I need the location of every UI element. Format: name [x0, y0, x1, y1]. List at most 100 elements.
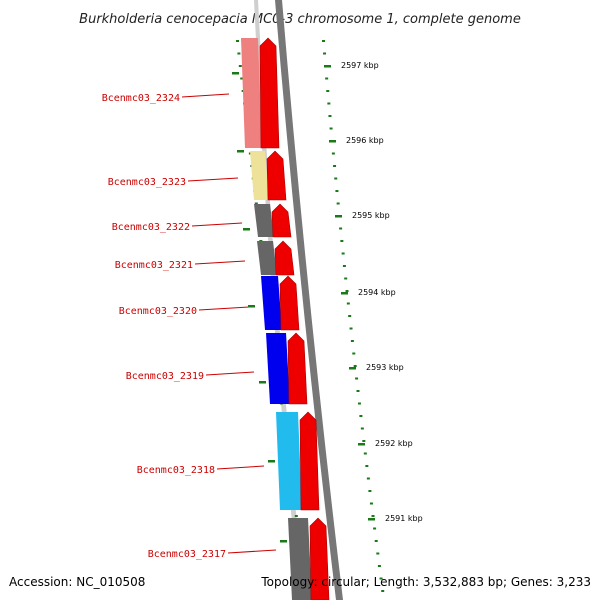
right-tick-dot: [363, 452, 367, 455]
left-tick-dot: [294, 515, 298, 517]
gene-leader-line: [191, 222, 243, 227]
right-tick-dot: [352, 352, 356, 355]
right-tick-dot: [374, 540, 378, 542]
left-tick-dot: [240, 77, 244, 80]
right-tick-dot: [348, 315, 352, 317]
gene-box-bcenmc03_2319: [266, 333, 290, 404]
gene-leader-line: [181, 93, 230, 98]
right-tick-dot: [329, 127, 333, 130]
major-tick: [335, 215, 342, 218]
left-tick-dot: [254, 202, 258, 205]
kbp-label: 2593 kbp: [366, 363, 404, 372]
right-tick-dot: [376, 552, 380, 555]
right-tick-dot: [365, 465, 369, 467]
gene-leader-line: [216, 465, 265, 470]
gene-label-bcenmc03_2318[interactable]: Bcenmc03_2318: [137, 465, 215, 476]
kbp-label: 2595 kbp: [352, 211, 390, 220]
gene-label-bcenmc03_2324[interactable]: Bcenmc03_2324: [102, 93, 180, 104]
major-tick: [358, 443, 365, 446]
major-tick: [280, 540, 287, 543]
right-tick-dot: [322, 40, 325, 42]
gene-arrow-bcenmc03_2318: [299, 411, 320, 511]
gene-arrow-bcenmc03_2319: [287, 332, 308, 405]
left-tick-dot: [236, 40, 239, 42]
right-tick-dot: [342, 265, 346, 267]
right-tick-dot: [334, 177, 338, 180]
kbp-label: 2597 kbp: [341, 61, 379, 70]
right-tick-dot: [331, 152, 335, 155]
right-tick-dot: [349, 327, 353, 330]
right-tick-dot: [336, 202, 340, 205]
gene-arrow-bcenmc03_2321: [274, 240, 295, 276]
gene-box-bcenmc03_2320: [261, 276, 282, 330]
chromosome-backbone: [254, 0, 343, 600]
gene-box-bcenmc03_2317: [288, 518, 312, 600]
gene-arrow-bcenmc03_2323: [266, 150, 287, 201]
gene-leader-line: [205, 371, 255, 376]
gene-label-bcenmc03_2320[interactable]: Bcenmc03_2320: [119, 306, 197, 317]
gene-arrow-bcenmc03_2320: [279, 275, 300, 331]
kbp-label: 2594 kbp: [358, 288, 396, 297]
kbp-label: 2592 kbp: [375, 439, 413, 448]
backbone-outer: [275, 0, 343, 600]
accession-text: Accession: NC_010508: [9, 575, 145, 589]
right-tick-dot: [362, 440, 366, 442]
major-tick: [324, 65, 331, 68]
gene-label-bcenmc03_2321[interactable]: Bcenmc03_2321: [115, 260, 193, 271]
right-tick-dot: [353, 365, 357, 367]
right-tick-dot: [346, 302, 350, 305]
major-tick: [341, 292, 348, 295]
gene-label-bcenmc03_2319[interactable]: Bcenmc03_2319: [126, 371, 204, 382]
gene-box-bcenmc03_2324: [241, 38, 262, 148]
right-tick-dot: [371, 515, 375, 517]
gene-track: Bcenmc03_2324 Bcenmc03_2323 Bcenmc03_2322 B…: [102, 37, 330, 600]
major-tick: [243, 228, 250, 231]
right-tick-dot: [340, 240, 344, 242]
right-tick-dot: [379, 577, 383, 580]
major-tick: [259, 381, 266, 384]
gene-arrow-bcenmc03_2324: [259, 37, 280, 149]
right-tick-dot: [344, 277, 348, 280]
major-tick: [248, 305, 255, 308]
gene-label-bcenmc03_2323[interactable]: Bcenmc03_2323: [108, 177, 186, 188]
right-tick-dot: [366, 477, 370, 480]
right-tick-dot: [323, 52, 327, 55]
gene-box-bcenmc03_2318: [276, 412, 302, 510]
kbp-label: 2591 kbp: [385, 514, 423, 523]
gene-box-bcenmc03_2322: [254, 204, 274, 237]
gene-box-bcenmc03_2321: [257, 241, 277, 275]
map-title: Burkholderia cenocepacia MC0-3 chromosom…: [79, 12, 521, 27]
major-tick: [268, 460, 275, 463]
topology-text: Topology: circular; Length: 3,532,883 bp…: [260, 575, 591, 589]
major-tick: [368, 518, 375, 521]
right-tick-dot: [368, 490, 372, 492]
right-tick-dot: [325, 77, 329, 80]
right-tick-dot: [326, 90, 330, 92]
right-tick-dot: [356, 390, 360, 392]
gene-arrow-bcenmc03_2317: [309, 517, 330, 600]
gene-arrow-bcenmc03_2322: [271, 203, 292, 238]
gene-box-bcenmc03_2323: [250, 151, 269, 200]
backbone-inner: [254, 0, 305, 600]
right-tick-dot: [357, 402, 361, 405]
right-tick-dot: [373, 527, 377, 530]
right-tick-dot: [345, 290, 349, 292]
right-tick-dot: [339, 227, 343, 230]
gene-leader-line: [187, 177, 239, 182]
right-tick-dot: [328, 115, 332, 117]
major-tick: [329, 140, 336, 143]
gene-leader-line: [198, 306, 250, 311]
scale-labels: 2597 kbp 2596 kbp 2595 kbp 2594 kbp 2593 kbp…: [232, 61, 423, 543]
gene-leader-line: [227, 549, 277, 554]
right-tick-dot: [327, 102, 331, 105]
right-tick-dot: [360, 427, 364, 430]
left-tick-dot: [238, 65, 242, 67]
right-tick-dot: [350, 340, 354, 342]
gene-label-bcenmc03_2317[interactable]: Bcenmc03_2317: [148, 549, 226, 560]
major-tick: [237, 150, 244, 153]
right-tick-dot: [341, 252, 345, 255]
left-tick-dot: [237, 52, 241, 55]
right-tick-dot: [335, 190, 339, 192]
gene-label-bcenmc03_2322[interactable]: Bcenmc03_2322: [112, 222, 190, 233]
